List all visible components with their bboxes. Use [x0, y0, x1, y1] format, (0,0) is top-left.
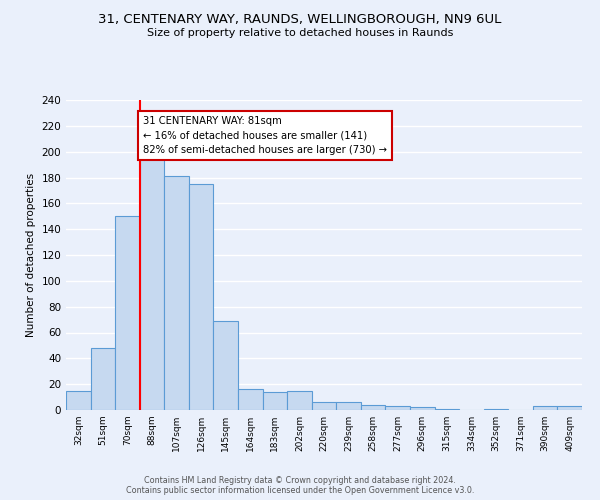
Bar: [434, 408, 459, 410]
Bar: [214, 321, 238, 410]
Bar: [410, 408, 434, 410]
Text: Size of property relative to detached houses in Raunds: Size of property relative to detached ho…: [147, 28, 453, 38]
Bar: [385, 406, 410, 410]
Bar: [361, 405, 385, 410]
Bar: [164, 176, 189, 410]
Bar: [66, 390, 91, 410]
Bar: [533, 406, 557, 410]
Text: Contains HM Land Registry data © Crown copyright and database right 2024.: Contains HM Land Registry data © Crown c…: [144, 476, 456, 485]
Bar: [336, 402, 361, 410]
Bar: [140, 148, 164, 410]
Bar: [484, 408, 508, 410]
Bar: [238, 390, 263, 410]
Text: Contains public sector information licensed under the Open Government Licence v3: Contains public sector information licen…: [126, 486, 474, 495]
Bar: [263, 392, 287, 410]
Bar: [189, 184, 214, 410]
Y-axis label: Number of detached properties: Number of detached properties: [26, 173, 36, 337]
Bar: [312, 402, 336, 410]
Bar: [287, 390, 312, 410]
Bar: [115, 216, 140, 410]
Bar: [91, 348, 115, 410]
Text: 31 CENTENARY WAY: 81sqm
← 16% of detached houses are smaller (141)
82% of semi-d: 31 CENTENARY WAY: 81sqm ← 16% of detache…: [143, 116, 388, 155]
Bar: [557, 406, 582, 410]
Text: 31, CENTENARY WAY, RAUNDS, WELLINGBOROUGH, NN9 6UL: 31, CENTENARY WAY, RAUNDS, WELLINGBOROUG…: [98, 12, 502, 26]
